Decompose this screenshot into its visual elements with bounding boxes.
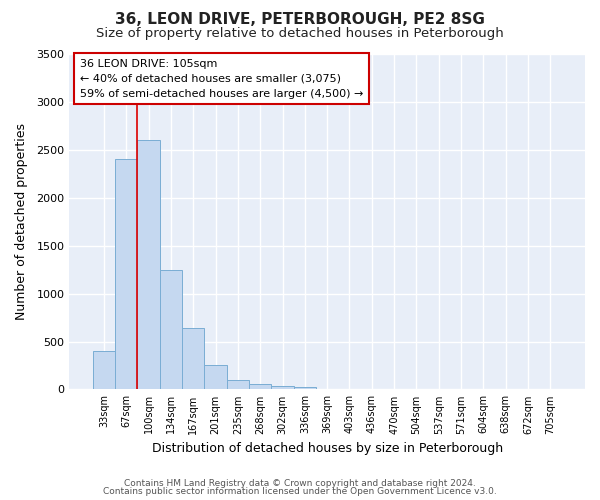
Text: Contains HM Land Registry data © Crown copyright and database right 2024.: Contains HM Land Registry data © Crown c… [124, 478, 476, 488]
X-axis label: Distribution of detached houses by size in Peterborough: Distribution of detached houses by size … [152, 442, 503, 455]
Y-axis label: Number of detached properties: Number of detached properties [15, 123, 28, 320]
Bar [137, 140, 160, 390]
Bar [115, 160, 137, 390]
Bar [160, 270, 182, 390]
Bar [249, 384, 271, 390]
Bar [227, 380, 249, 390]
Bar [205, 366, 227, 390]
Bar [93, 351, 115, 390]
Bar [293, 386, 316, 390]
Text: Contains public sector information licensed under the Open Government Licence v3: Contains public sector information licen… [103, 487, 497, 496]
Text: Size of property relative to detached houses in Peterborough: Size of property relative to detached ho… [96, 28, 504, 40]
Bar [271, 386, 293, 390]
Bar [182, 328, 205, 390]
Text: 36 LEON DRIVE: 105sqm
← 40% of detached houses are smaller (3,075)
59% of semi-d: 36 LEON DRIVE: 105sqm ← 40% of detached … [80, 59, 363, 98]
Text: 36, LEON DRIVE, PETERBOROUGH, PE2 8SG: 36, LEON DRIVE, PETERBOROUGH, PE2 8SG [115, 12, 485, 28]
